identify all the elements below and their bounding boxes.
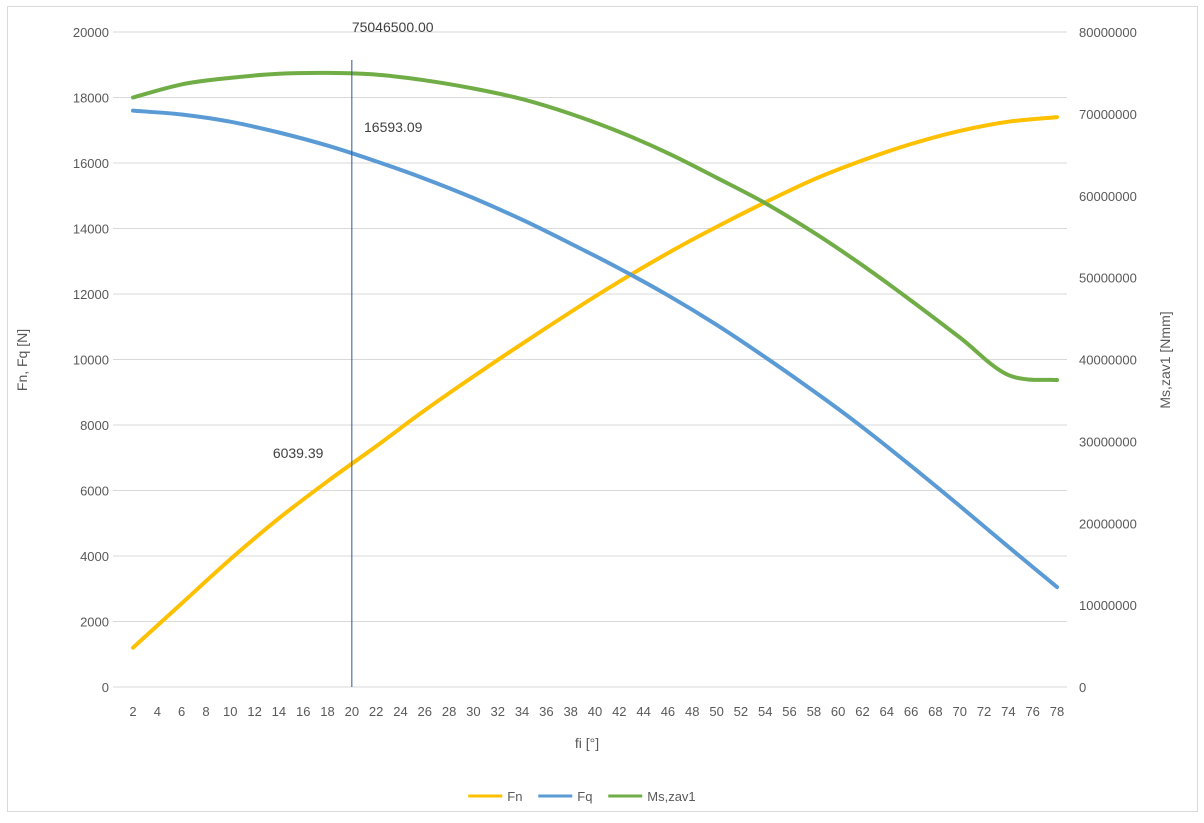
annotation-label: 75046500.00 bbox=[352, 19, 434, 35]
legend-item: Fn bbox=[468, 789, 522, 804]
x-axis-ticks: 2 4 6 8 10 12 14 16 18 20 22 24 26 28 30 32 34 36 38 40 42 44… bbox=[129, 704, 1064, 719]
x-tick-label: 30 bbox=[466, 704, 480, 719]
x-tick-label: 12 bbox=[247, 704, 261, 719]
y-right-tick-label: 30000000 bbox=[1079, 434, 1137, 449]
legend-label: Fq bbox=[577, 789, 592, 804]
x-tick-label: 74 bbox=[1001, 704, 1015, 719]
x-tick-label: 10 bbox=[223, 704, 237, 719]
y-axis-title-left: Fn, Fq [N] bbox=[14, 329, 30, 391]
x-tick-label: 22 bbox=[369, 704, 383, 719]
x-tick-label: 40 bbox=[588, 704, 602, 719]
x-tick-label: 76 bbox=[1025, 704, 1039, 719]
y-right-tick-label: 80000000 bbox=[1079, 25, 1137, 40]
annotations: 75046500.00 16593.09 6039.39 bbox=[273, 19, 434, 461]
left-axis-ticks: 0 2000 4000 6000 8000 10000 12000 14000 16000 180… bbox=[73, 25, 109, 695]
y-tick-label: 8000 bbox=[80, 418, 109, 433]
x-tick-label: 48 bbox=[685, 704, 699, 719]
y-axis-title-right: Ms,zav1 [Nmm] bbox=[1157, 311, 1173, 408]
y-tick-label: 16000 bbox=[73, 156, 109, 171]
x-tick-label: 20 bbox=[345, 704, 359, 719]
y-right-tick-label: 20000000 bbox=[1079, 516, 1137, 531]
y-tick-label: 20000 bbox=[73, 25, 109, 40]
y-right-tick-label: 10000000 bbox=[1079, 598, 1137, 613]
x-tick-label: 32 bbox=[491, 704, 505, 719]
y-tick-label: 4000 bbox=[80, 549, 109, 564]
x-axis-title: fi [°] bbox=[575, 735, 599, 751]
x-tick-label: 46 bbox=[661, 704, 675, 719]
y-tick-label: 12000 bbox=[73, 287, 109, 302]
right-axis-ticks: 0 10000000 20000000 30000000 40000000 5000000… bbox=[1079, 25, 1137, 695]
x-tick-label: 64 bbox=[880, 704, 894, 719]
x-tick-label: 36 bbox=[539, 704, 553, 719]
x-tick-label: 18 bbox=[320, 704, 334, 719]
x-tick-label: 58 bbox=[807, 704, 821, 719]
x-tick-label: 52 bbox=[734, 704, 748, 719]
x-tick-label: 50 bbox=[709, 704, 723, 719]
series-line-fn bbox=[131, 115, 1059, 650]
x-tick-label: 14 bbox=[272, 704, 286, 719]
y-tick-label: 0 bbox=[102, 680, 109, 695]
x-tick-label: 44 bbox=[636, 704, 650, 719]
x-tick-label: 72 bbox=[977, 704, 991, 719]
y-tick-label: 2000 bbox=[80, 615, 109, 630]
annotation-label: 6039.39 bbox=[273, 445, 324, 461]
x-tick-label: 8 bbox=[202, 704, 209, 719]
x-tick-label: 54 bbox=[758, 704, 772, 719]
x-tick-label: 16 bbox=[296, 704, 310, 719]
x-tick-label: 60 bbox=[831, 704, 845, 719]
legend-label: Fn bbox=[507, 789, 522, 804]
x-tick-label: 70 bbox=[953, 704, 967, 719]
x-tick-label: 34 bbox=[515, 704, 529, 719]
annotation-label: 16593.09 bbox=[364, 119, 423, 135]
y-tick-label: 18000 bbox=[73, 91, 109, 106]
series-lines bbox=[131, 70, 1059, 650]
series-line-ms-zav1 bbox=[131, 70, 1059, 382]
x-tick-label: 66 bbox=[904, 704, 918, 719]
x-tick-label: 42 bbox=[612, 704, 626, 719]
legend-item: Fq bbox=[538, 789, 592, 804]
y-right-tick-label: 0 bbox=[1079, 680, 1086, 695]
x-tick-label: 68 bbox=[928, 704, 942, 719]
y-right-tick-label: 70000000 bbox=[1079, 107, 1137, 122]
y-tick-label: 14000 bbox=[73, 222, 109, 237]
x-tick-label: 28 bbox=[442, 704, 456, 719]
legend-label: Ms,zav1 bbox=[647, 789, 695, 804]
x-tick-label: 4 bbox=[154, 704, 161, 719]
x-tick-label: 6 bbox=[178, 704, 185, 719]
x-tick-label: 62 bbox=[855, 704, 869, 719]
chart-frame bbox=[7, 6, 1198, 812]
legend: Fn Fq Ms,zav1 bbox=[468, 789, 696, 804]
y-tick-label: 6000 bbox=[80, 484, 109, 499]
y-tick-label: 10000 bbox=[73, 353, 109, 368]
y-right-tick-label: 50000000 bbox=[1079, 271, 1137, 286]
x-tick-label: 38 bbox=[563, 704, 577, 719]
y-right-tick-label: 40000000 bbox=[1079, 353, 1137, 368]
series-line-fq bbox=[131, 108, 1059, 590]
legend-item: Ms,zav1 bbox=[608, 789, 696, 804]
y-right-tick-label: 60000000 bbox=[1079, 189, 1137, 204]
x-tick-label: 78 bbox=[1050, 704, 1064, 719]
x-tick-label: 24 bbox=[393, 704, 407, 719]
gridlines bbox=[113, 31, 1067, 688]
x-tick-label: 2 bbox=[129, 704, 136, 719]
x-tick-label: 56 bbox=[782, 704, 796, 719]
x-tick-label: 26 bbox=[418, 704, 432, 719]
